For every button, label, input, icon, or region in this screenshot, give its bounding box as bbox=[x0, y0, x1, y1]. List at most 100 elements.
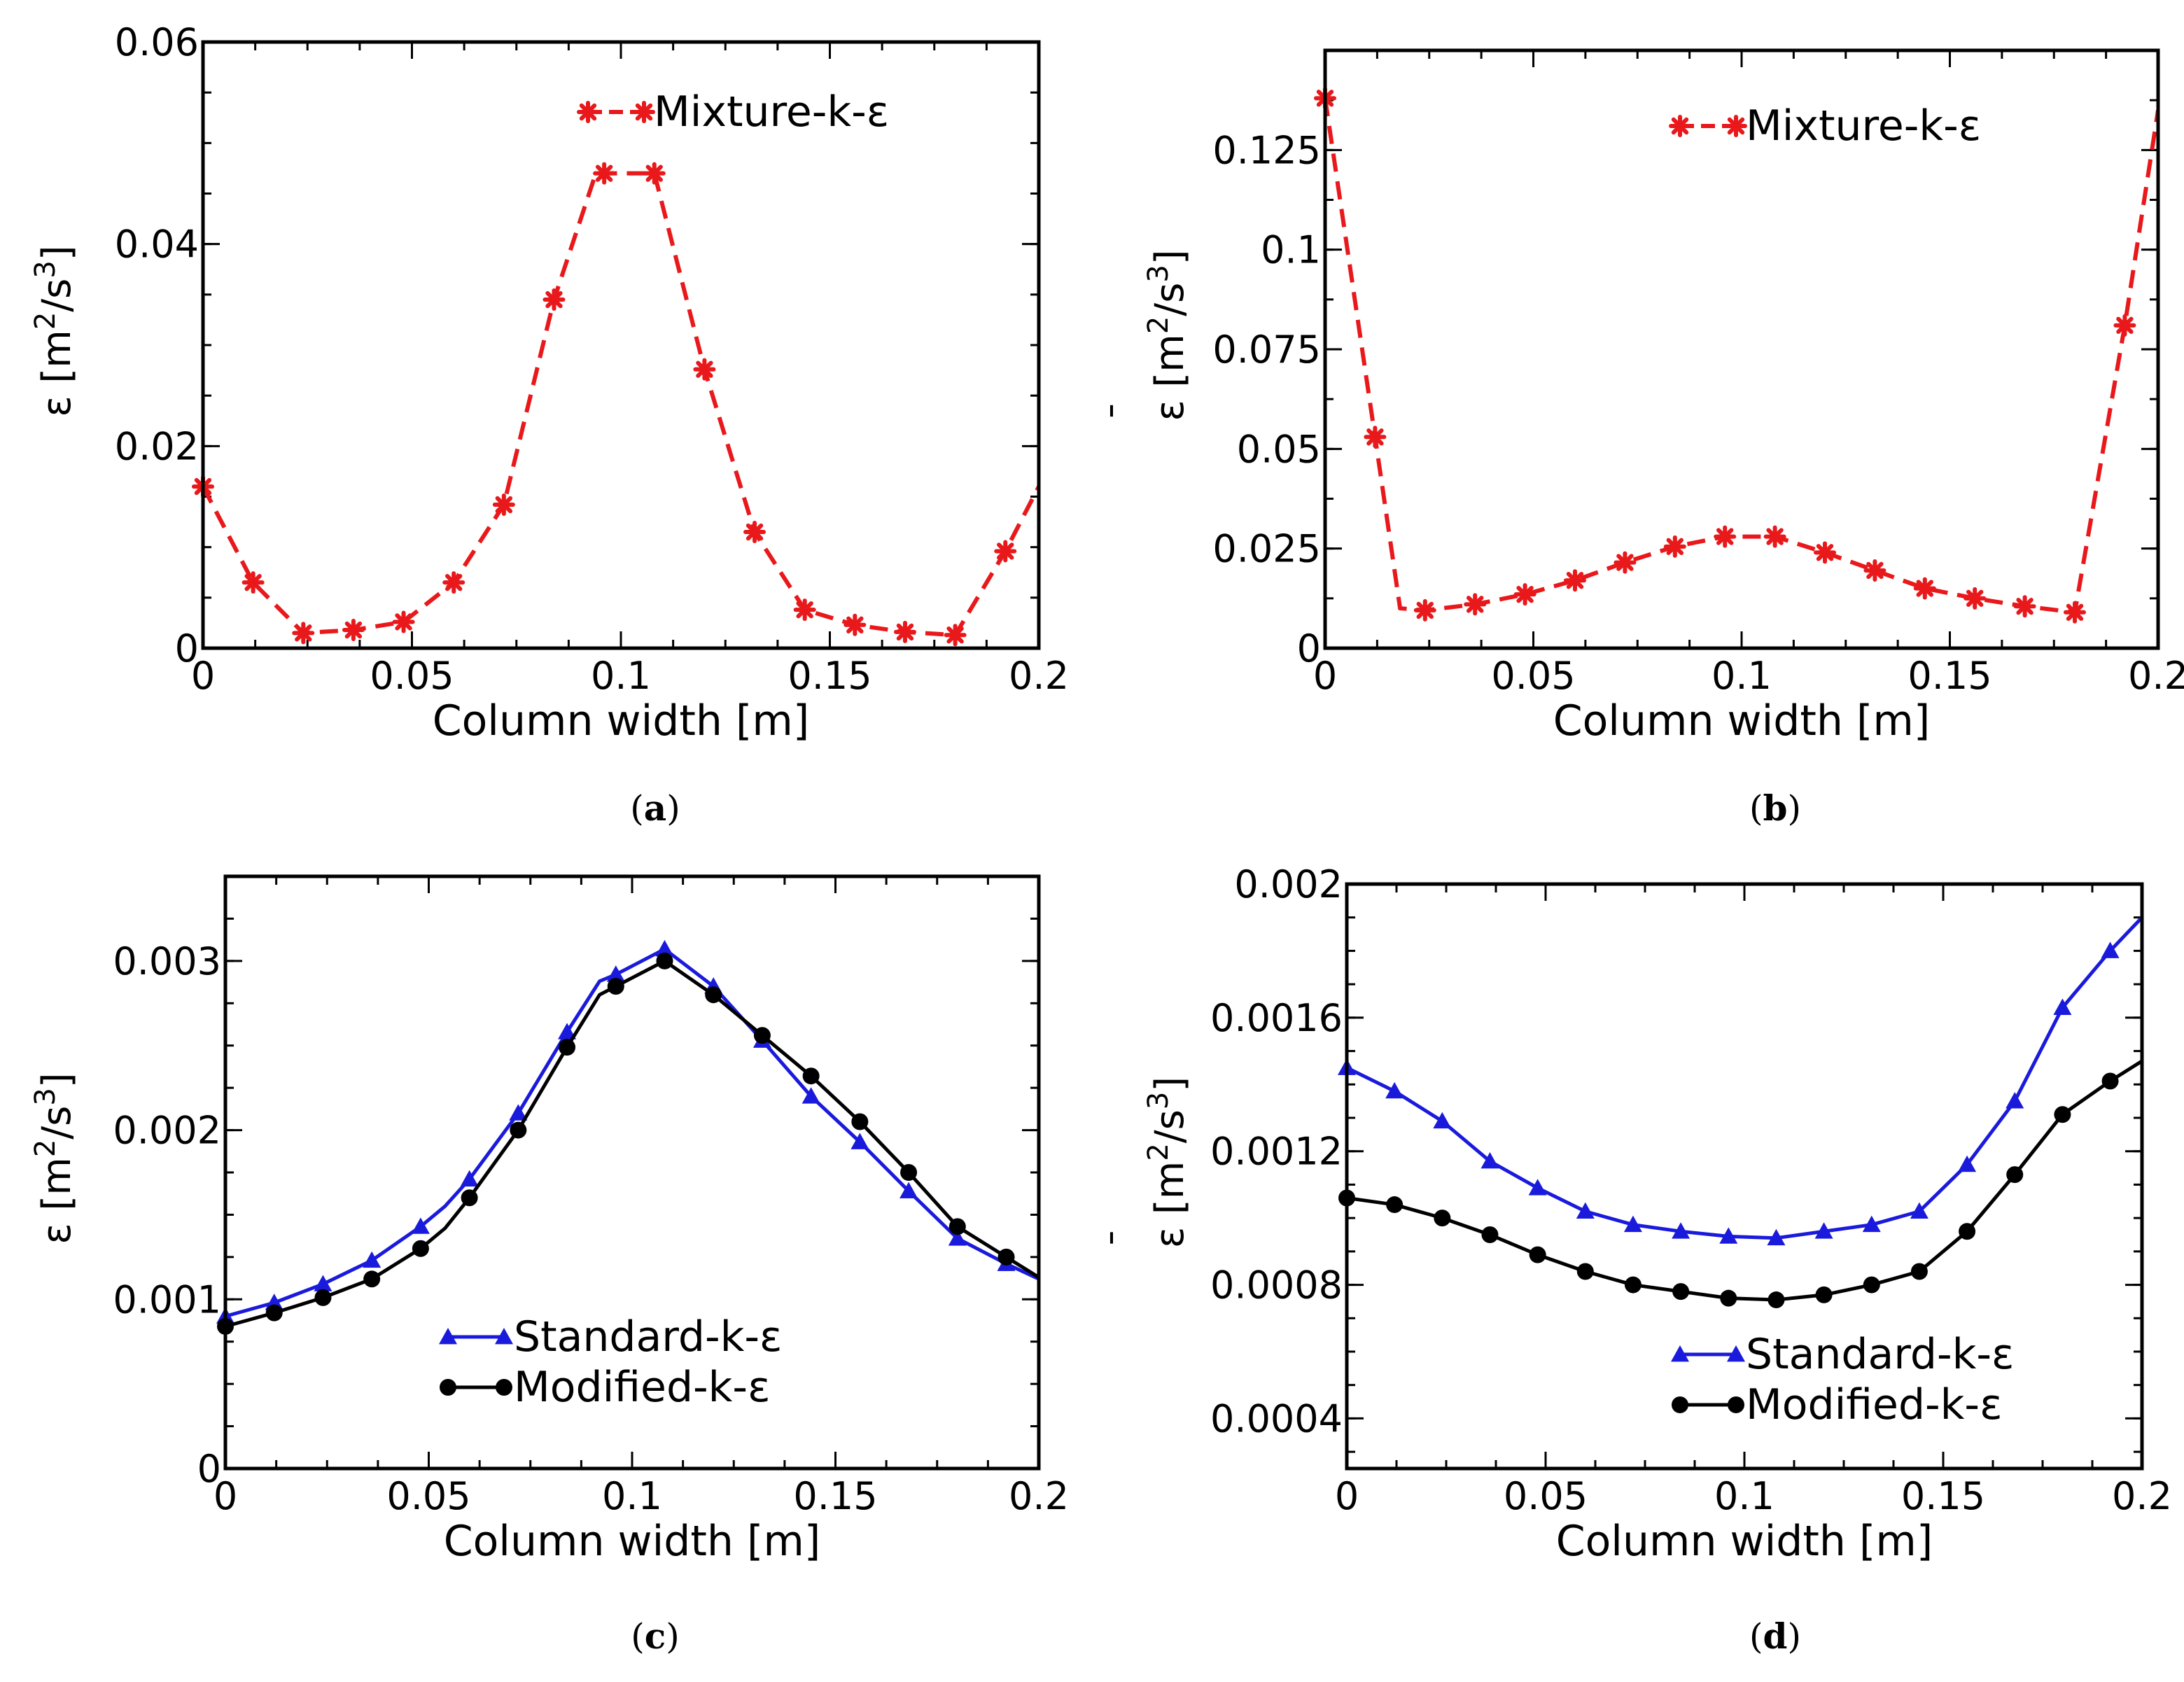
y-tick-label: 0.003 bbox=[113, 939, 221, 983]
y-axis-label-bar-b: ¯ bbox=[1104, 401, 1149, 421]
x-tick-label: 0.05 bbox=[370, 654, 454, 698]
series-d-1 bbox=[1347, 1059, 2142, 1302]
data-point bbox=[1433, 1112, 1452, 1129]
x-tick-label: 0.15 bbox=[793, 1474, 877, 1518]
data-point bbox=[1364, 426, 1387, 449]
x-tick-label: 0 bbox=[191, 654, 215, 698]
data-point bbox=[1910, 1202, 1928, 1219]
data-point bbox=[1672, 1222, 1690, 1239]
data-point bbox=[558, 1023, 577, 1039]
plot-frame bbox=[1323, 48, 2160, 650]
data-point bbox=[542, 288, 566, 311]
x-tick-label: 0.2 bbox=[1009, 1474, 1069, 1518]
data-point bbox=[1480, 1152, 1499, 1169]
series-line bbox=[1347, 916, 2142, 1240]
data-point bbox=[2013, 595, 2036, 618]
series-c-0 bbox=[225, 947, 1039, 1318]
data-point bbox=[851, 1113, 869, 1130]
series-line bbox=[1325, 97, 2158, 615]
data-point bbox=[2006, 1166, 2024, 1184]
y-tick-label: 0.125 bbox=[1212, 128, 1321, 172]
legend-b: Mixture-k-ε bbox=[1669, 101, 1981, 150]
data-point bbox=[900, 1164, 918, 1181]
plot-frame bbox=[223, 874, 1041, 1471]
x-tick-label: 0 bbox=[1335, 1474, 1359, 1518]
y-axis-label-d: ε [m2/s3] bbox=[1142, 1077, 1193, 1248]
data-point bbox=[1767, 1228, 1786, 1246]
x-tick-label: 0.2 bbox=[2128, 654, 2184, 698]
x-tick-label: 0.15 bbox=[788, 654, 872, 698]
y-tick-label: 0.1 bbox=[1261, 228, 1321, 272]
legend-marker bbox=[1669, 115, 1691, 137]
data-point bbox=[292, 622, 315, 645]
x-axis-label-d: Column width [m] bbox=[1556, 1517, 1933, 1566]
data-point bbox=[509, 1104, 528, 1121]
data-point bbox=[314, 1275, 332, 1291]
data-point bbox=[948, 1218, 966, 1235]
y-axis-label-bar-d: ¯ bbox=[1104, 1228, 1149, 1248]
x-tick-label: 0 bbox=[214, 1474, 237, 1518]
data-point bbox=[1481, 1226, 1499, 1243]
legend-label: Mixture-k-ε bbox=[1746, 101, 1981, 150]
x-tick-label: 0.2 bbox=[1009, 654, 1069, 698]
data-point bbox=[1863, 559, 1886, 582]
legend-label: Modified-k-ε bbox=[514, 1363, 771, 1412]
data-point bbox=[412, 1240, 429, 1257]
data-point bbox=[2005, 1092, 2024, 1109]
caption-c: (c) bbox=[631, 1616, 680, 1657]
legend-label: Modified-k-ε bbox=[1746, 1380, 2003, 1429]
caption-d: (d) bbox=[1749, 1616, 1801, 1657]
data-point bbox=[2064, 601, 2086, 624]
data-point bbox=[899, 1182, 918, 1198]
caption-a: (a) bbox=[630, 787, 680, 829]
data-point bbox=[997, 1248, 1015, 1266]
y-axis-label-bar-a: ¯ bbox=[0, 397, 36, 416]
legend-marker bbox=[440, 1379, 456, 1396]
y-tick-label: 0.0016 bbox=[1210, 996, 1343, 1040]
series-markers bbox=[1314, 87, 2136, 624]
data-point bbox=[392, 610, 415, 633]
data-point bbox=[1513, 583, 1536, 606]
legend-label: Mixture-k-ε bbox=[654, 87, 889, 136]
data-point bbox=[802, 1087, 820, 1104]
data-point bbox=[2113, 314, 2136, 337]
data-point bbox=[2101, 1072, 2119, 1090]
x-tick-label: 0.1 bbox=[1714, 1474, 1774, 1518]
y-axis-label-a: ε [m2/s3] bbox=[29, 245, 80, 416]
legend-marker bbox=[439, 1328, 457, 1345]
data-point bbox=[655, 939, 674, 957]
y-tick-label: 0.025 bbox=[1212, 527, 1321, 571]
chart-panel-a: 0 0.05 0.1 0.15 0.2 0 0.02 0.04 0.06 Column width… bbox=[0, 20, 1069, 745]
data-point bbox=[944, 624, 967, 647]
legend-marker bbox=[1728, 1396, 1744, 1413]
series-markers bbox=[1338, 1072, 2119, 1309]
series-d-0 bbox=[1347, 916, 2142, 1240]
data-point bbox=[1763, 525, 1786, 548]
data-point bbox=[948, 1229, 967, 1246]
ticks-a bbox=[202, 41, 1040, 650]
y-tick-label: 0 bbox=[175, 626, 199, 671]
y-axis-label-b: ε [m2/s3] bbox=[1142, 249, 1193, 421]
x-tick-label: 0.15 bbox=[1907, 654, 1991, 698]
series-a-0 bbox=[203, 171, 1039, 638]
data-point bbox=[1564, 569, 1586, 592]
legend-marker bbox=[1672, 1396, 1688, 1413]
data-point bbox=[492, 493, 515, 517]
data-point bbox=[1623, 1215, 1642, 1233]
legend-a: Mixture-k-ε bbox=[577, 87, 889, 136]
caption-b: (b) bbox=[1749, 787, 1801, 829]
data-point bbox=[1913, 577, 1936, 600]
series-markers bbox=[217, 952, 1015, 1335]
x-tick-label: 0.15 bbox=[1901, 1474, 1985, 1518]
y-tick-label: 0.05 bbox=[1237, 427, 1321, 471]
data-point bbox=[363, 1251, 382, 1268]
data-point bbox=[1768, 1291, 1785, 1309]
data-point bbox=[2053, 998, 2072, 1015]
data-point bbox=[844, 613, 867, 636]
data-point bbox=[1720, 1289, 1737, 1307]
x-tick-label: 0.1 bbox=[1712, 654, 1772, 698]
data-point bbox=[643, 162, 666, 185]
data-point bbox=[893, 620, 916, 643]
